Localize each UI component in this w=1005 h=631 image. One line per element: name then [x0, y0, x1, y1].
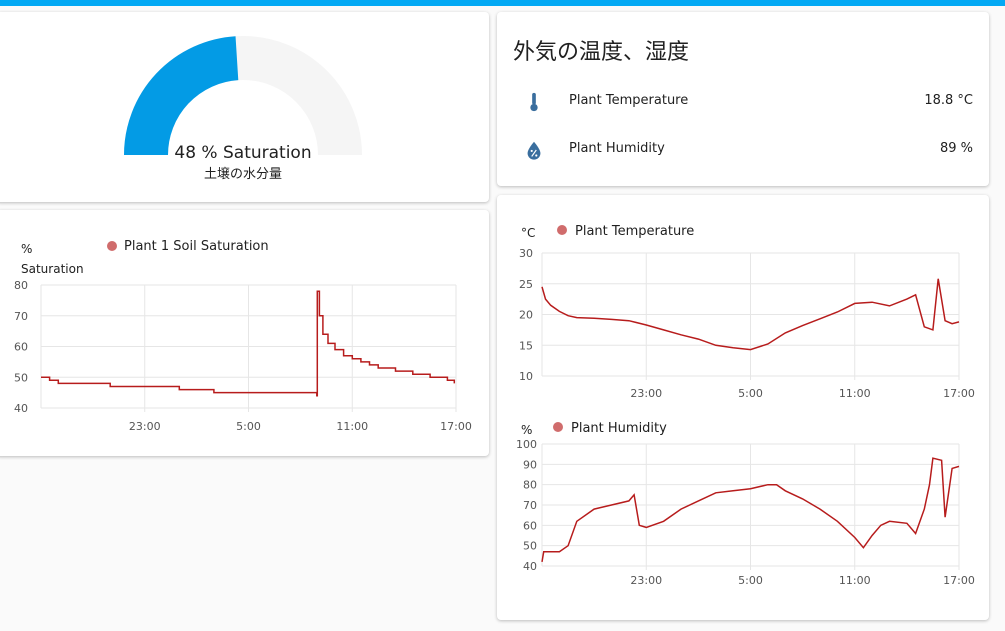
temp-y-tick-label: 20	[519, 309, 533, 322]
gauge-value: 48 % Saturation	[174, 143, 311, 163]
temperature-history-chart[interactable]: °C Plant Temperature 10 15 20 25 30 23:00 5:00…	[497, 195, 989, 400]
entity-row-humidity[interactable]: Plant Humidity 89 %	[497, 135, 989, 165]
soil-y-unit: %	[21, 242, 32, 256]
entity-row-temperature[interactable]: Plant Temperature 18.8 °C	[497, 87, 989, 117]
soil-series-line	[41, 290, 456, 397]
hum-y-tick-label: 80	[523, 479, 537, 492]
entity-name: Plant Humidity	[569, 141, 665, 156]
soil-y-tick-label: 50	[14, 371, 28, 384]
hum-y-tick-label: 40	[523, 560, 537, 573]
humidity-history-chart[interactable]: % Plant Humidity 40 50 60 70 80 90 100 23:00 5:0…	[497, 400, 989, 620]
soil-y-axis-label: Saturation	[21, 262, 84, 276]
temp-x-tick-label: 23:00	[630, 387, 662, 400]
entity-value: 18.8 °C	[924, 93, 973, 108]
hum-x-tick-label: 17:00	[943, 574, 975, 587]
temp-x-tick-label: 5:00	[738, 387, 763, 400]
hum-y-tick-label: 90	[523, 458, 537, 471]
temp-y-tick-label: 15	[519, 339, 533, 352]
temp-series-line	[541, 278, 960, 351]
temp-x-tick-label: 11:00	[839, 387, 871, 400]
temp-legend-label[interactable]: Plant Temperature	[575, 224, 694, 239]
soil-y-tick-label: 70	[14, 310, 28, 323]
hum-series-line	[541, 457, 960, 563]
soil-history-card[interactable]: % Saturation Plant 1 Soil Saturation 40 5…	[0, 210, 489, 456]
hum-y-tick-label: 100	[516, 438, 537, 451]
gauge-entity-name: 土壌の水分量	[204, 167, 282, 182]
gauge-fill	[124, 36, 240, 156]
soil-x-tick-label: 23:00	[129, 420, 161, 433]
hum-y-unit: %	[521, 423, 532, 437]
hum-y-tick-label: 60	[523, 519, 537, 532]
temp-y-tick-label: 30	[519, 247, 533, 260]
hum-x-tick-label: 5:00	[738, 574, 763, 587]
soil-legend-dot	[107, 241, 117, 251]
temp-y-tick-label: 10	[519, 370, 533, 383]
soil-x-tick-label: 11:00	[336, 420, 368, 433]
entity-name: Plant Temperature	[569, 93, 689, 108]
soil-history-chart[interactable]: % Saturation Plant 1 Soil Saturation 40 5…	[0, 210, 489, 456]
environment-history-card[interactable]: °C Plant Temperature 10 15 20 25 30 23:00 5:00…	[497, 195, 989, 620]
gauge: 48 % Saturation 土壌の水分量	[124, 36, 362, 182]
hum-legend-dot	[553, 422, 563, 432]
soil-y-tick-label: 60	[14, 341, 28, 354]
soil-x-tick-label: 17:00	[440, 420, 472, 433]
thermometer-icon	[530, 92, 538, 112]
soil-y-tick-label: 80	[14, 279, 28, 292]
temp-x-tick-label: 17:00	[943, 387, 975, 400]
hum-x-tick-label: 11:00	[839, 574, 871, 587]
temp-legend-dot	[557, 225, 567, 235]
soil-x-tick-label: 5:00	[236, 420, 261, 433]
hum-y-tick-label: 50	[523, 540, 537, 553]
soil-y-tick-label: 40	[14, 402, 28, 415]
gauge-card[interactable]: 48 % Saturation 土壌の水分量	[0, 12, 489, 202]
hum-legend-label[interactable]: Plant Humidity	[571, 421, 667, 436]
temp-y-tick-label: 25	[519, 278, 533, 291]
soil-legend-label[interactable]: Plant 1 Soil Saturation	[124, 239, 269, 254]
card-title: 外気の温度、湿度	[513, 40, 690, 65]
hum-y-tick-label: 70	[523, 499, 537, 512]
temp-y-unit: °C	[521, 226, 535, 240]
entity-value: 89 %	[939, 141, 973, 156]
water-percent-icon	[527, 141, 541, 160]
environment-entities-card: 外気の温度、湿度 Plant Temperature 18.8 °C Plant…	[497, 12, 989, 186]
top-accent-bar	[0, 0, 1005, 6]
hum-x-tick-label: 23:00	[630, 574, 662, 587]
